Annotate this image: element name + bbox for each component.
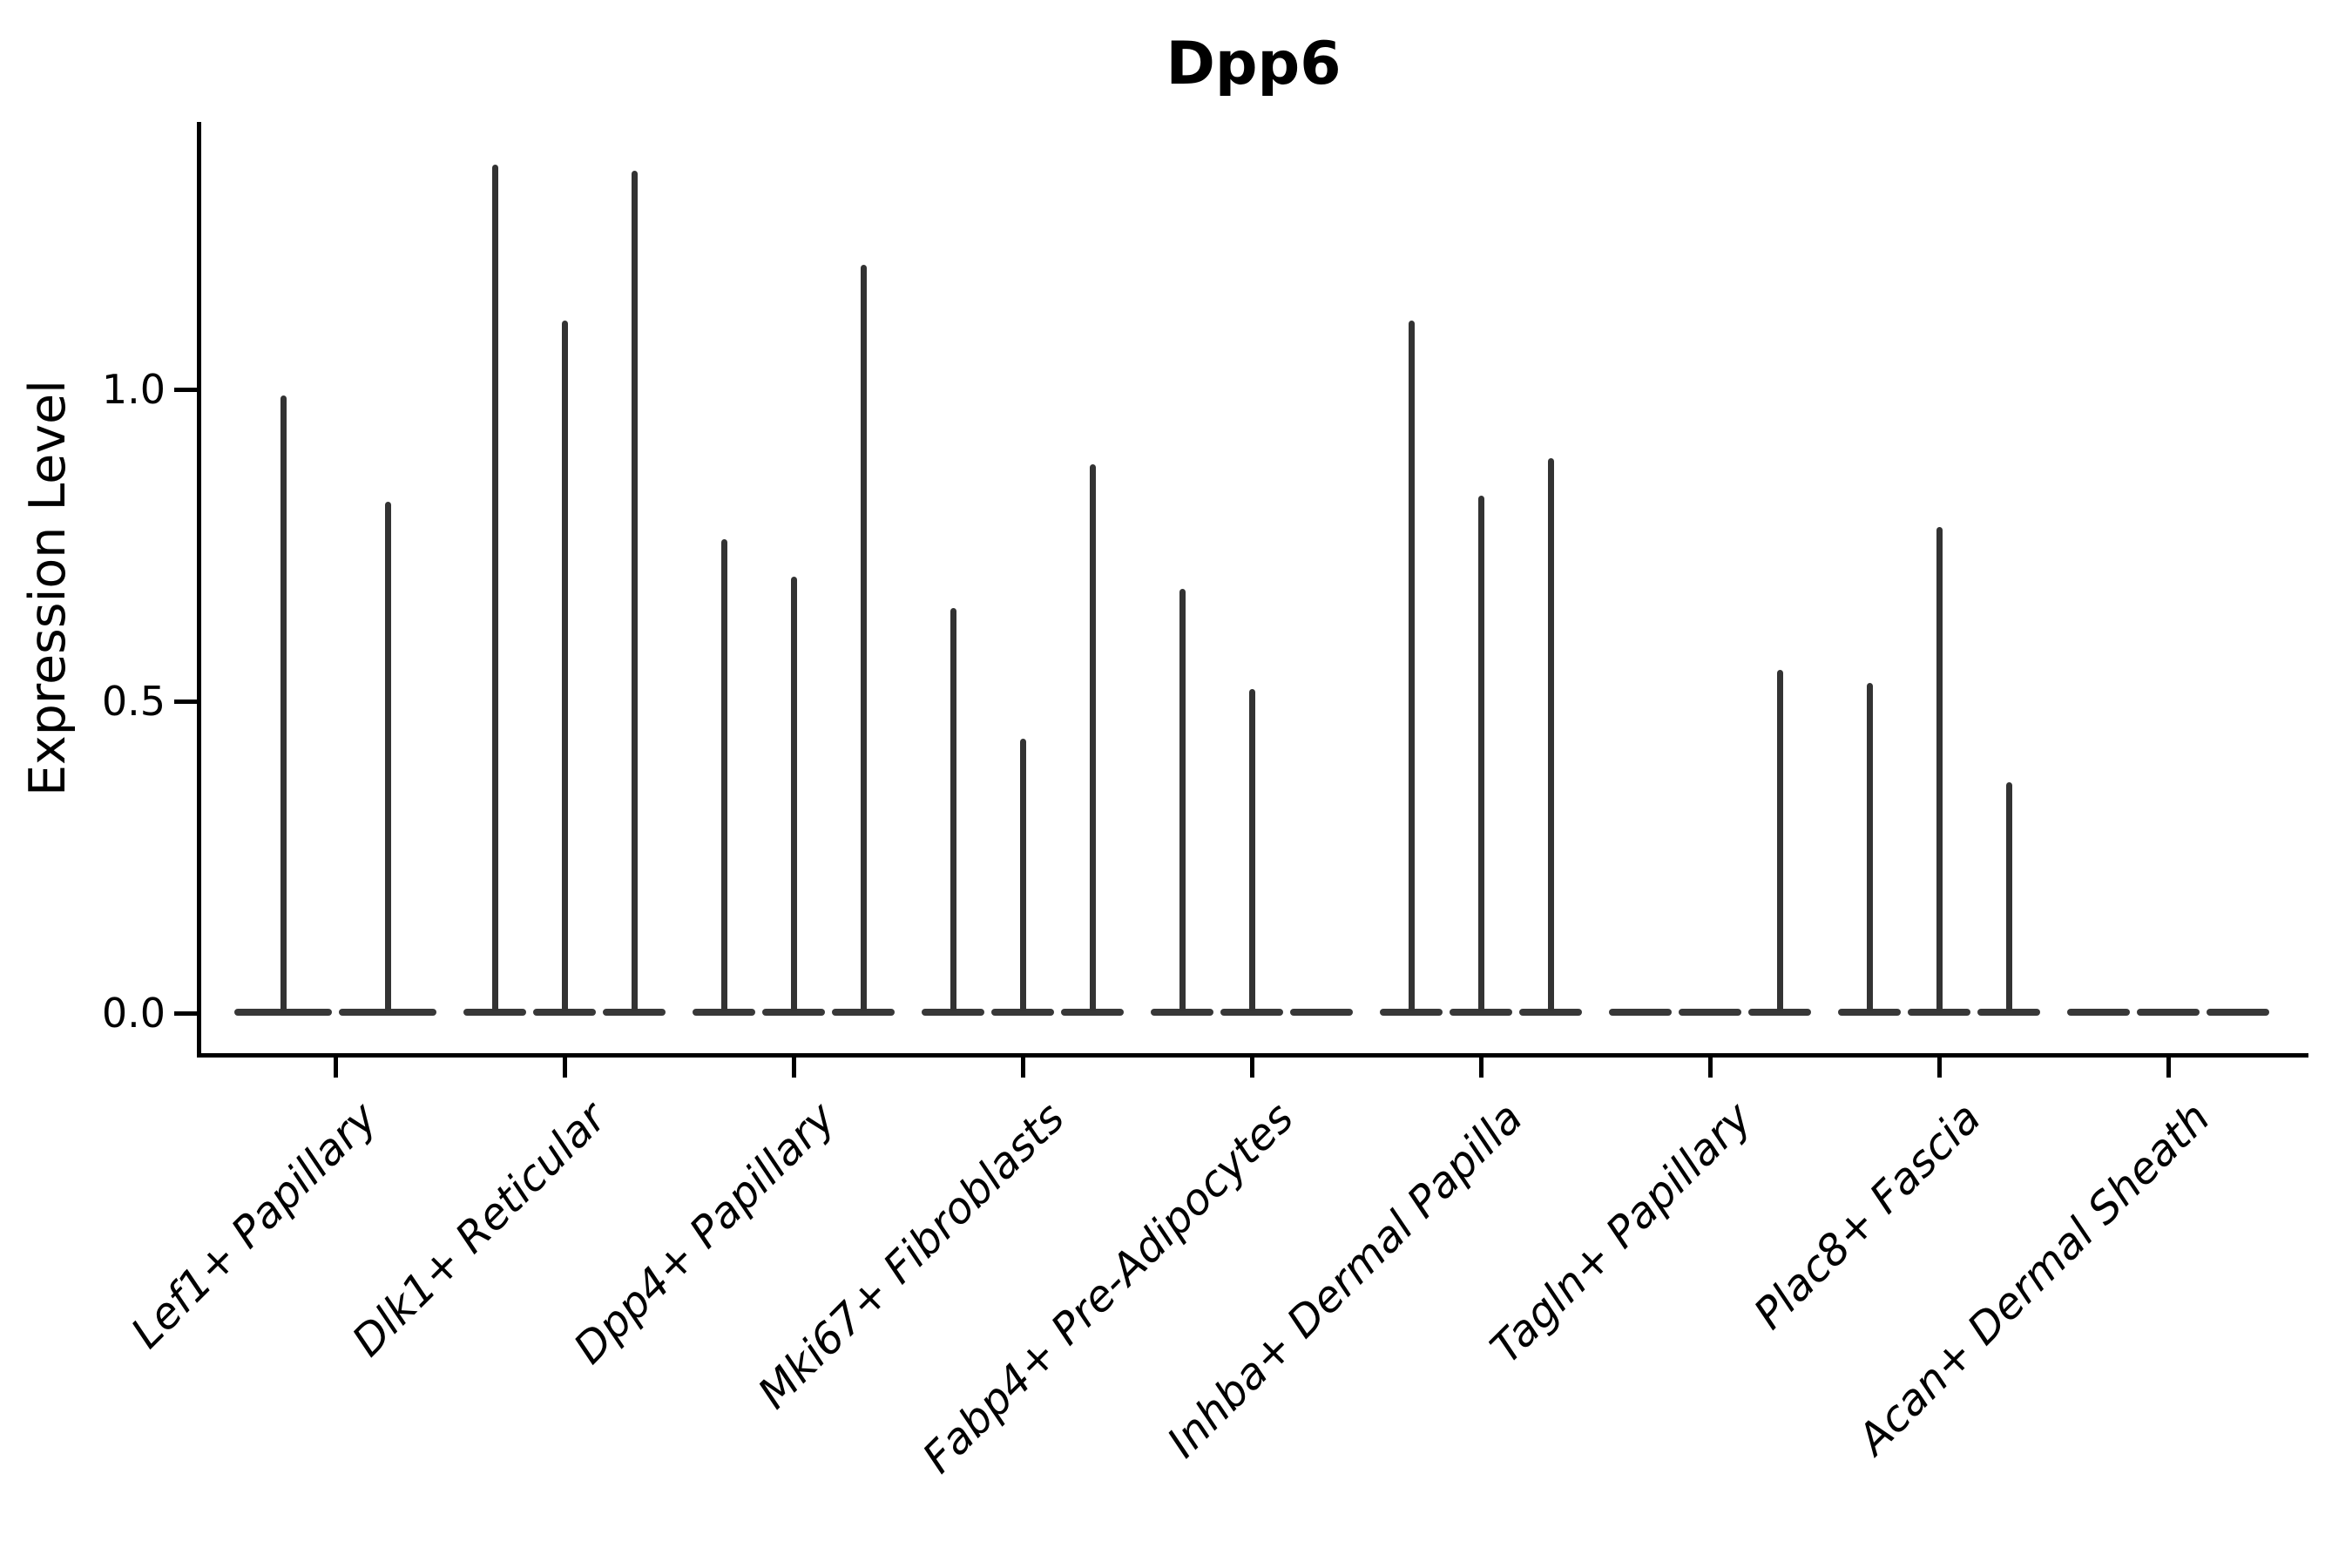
violin-base	[1290, 1009, 1353, 1016]
x-tick-label: Inhba+ Dermal Papilla	[1158, 1092, 1532, 1468]
x-tick-mark	[1020, 1053, 1025, 1078]
violin-spike	[1248, 688, 1255, 1010]
violin-base	[922, 1009, 984, 1016]
violin-base	[2137, 1009, 2200, 1016]
violin-base	[1519, 1009, 1582, 1016]
x-tick-mark	[1707, 1053, 1713, 1078]
violin-base	[2207, 1009, 2269, 1016]
violin-base	[693, 1009, 755, 1016]
violin-spike	[1019, 738, 1026, 1010]
violin-base	[1748, 1009, 1811, 1016]
violin-spike	[1547, 457, 1554, 1010]
violin-spike	[1477, 495, 1484, 1010]
y-tick-label: 0.5	[101, 678, 166, 725]
violin-spike	[1408, 321, 1415, 1010]
violin-spike	[720, 538, 727, 1010]
violin-spike	[631, 171, 638, 1010]
y-tick-mark	[174, 699, 197, 704]
violin-base	[1061, 1009, 1124, 1016]
x-tick-mark	[1936, 1053, 1942, 1078]
violin-base	[339, 1009, 436, 1016]
violin-spike	[2005, 782, 2012, 1010]
violin-base	[1220, 1009, 1283, 1016]
x-tick-label: Dpp4+ Papillary	[564, 1092, 845, 1374]
violin-base	[1450, 1009, 1512, 1016]
violin-base	[533, 1009, 596, 1016]
x-tick-mark	[333, 1053, 338, 1078]
x-tick-label: Acan+ Dermal Sheath	[1848, 1092, 2220, 1464]
y-tick-label: 1.0	[101, 366, 166, 413]
x-tick-label: Fabp4+ Pre-Adipocytes	[913, 1092, 1303, 1484]
violin-spike	[790, 576, 797, 1010]
plot-title: Dpp6	[1166, 30, 1342, 98]
x-tick-label: Mki67+ Fibroblasts	[748, 1092, 1074, 1419]
x-tick-label: Dlk1+ Reticular	[342, 1092, 616, 1367]
violin-spike	[491, 165, 498, 1010]
violin-base	[832, 1009, 895, 1016]
violin-base	[1380, 1009, 1443, 1016]
x-tick-mark	[1249, 1053, 1254, 1078]
violin-base	[991, 1009, 1054, 1016]
x-tick-mark	[1478, 1053, 1484, 1078]
y-tick-mark	[174, 387, 197, 392]
violin-spike	[1936, 526, 1943, 1010]
violin-spike	[1776, 670, 1783, 1010]
violin-base	[463, 1009, 526, 1016]
y-tick-mark	[174, 1010, 197, 1016]
violin-spike	[1866, 682, 1873, 1010]
x-tick-mark	[791, 1053, 796, 1078]
violin-spike	[561, 321, 568, 1010]
violin-spike	[384, 501, 391, 1010]
x-tick-mark	[562, 1053, 567, 1078]
violin-spike	[1089, 463, 1096, 1010]
y-tick-label: 0.0	[101, 990, 166, 1037]
violin-base	[603, 1009, 666, 1016]
violin-base	[2067, 1009, 2130, 1016]
violin-base	[1679, 1009, 1741, 1016]
violin-base	[1908, 1009, 1970, 1016]
violin-spike	[280, 395, 287, 1010]
x-tick-label: Plac8+ Fascia	[1744, 1092, 1990, 1339]
violin-spike	[860, 264, 867, 1010]
violin-base	[1838, 1009, 1901, 1016]
y-axis-spine	[197, 122, 201, 1058]
violin-base	[1151, 1009, 1213, 1016]
x-tick-mark	[2166, 1053, 2171, 1078]
x-tick-label: Tagln+ Papillary	[1481, 1092, 1761, 1374]
violin-spike	[950, 607, 956, 1010]
violin-base	[762, 1009, 825, 1016]
violin-base	[1977, 1009, 2040, 1016]
violin-base	[234, 1009, 332, 1016]
violin-spike	[1179, 589, 1186, 1010]
violin-base	[1609, 1009, 1672, 1016]
